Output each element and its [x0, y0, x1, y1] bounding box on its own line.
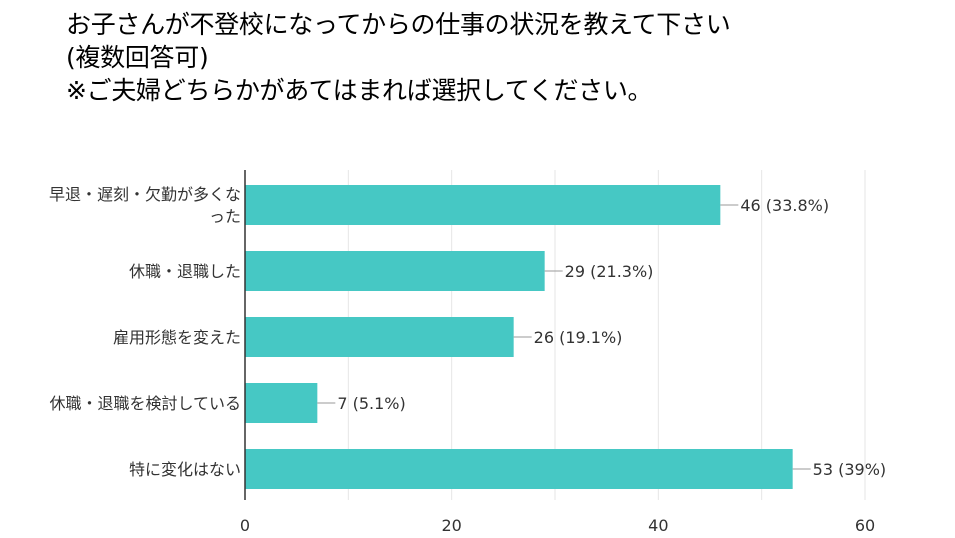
x-tick-label: 40 [648, 516, 668, 535]
bar [245, 185, 721, 225]
bar [245, 317, 514, 357]
data-label: 29 (21.3%) [565, 262, 654, 281]
category-label: 休職・退職を検討している [49, 394, 241, 413]
data-label: 53 (39%) [813, 460, 887, 479]
data-label: 26 (19.1%) [534, 328, 623, 347]
data-label: 46 (33.8%) [740, 196, 829, 215]
category-label: 特に変化はない [129, 460, 241, 479]
bar [245, 251, 545, 291]
category-label: った [209, 207, 241, 226]
category-label: 早退・遅刻・欠勤が多くな [49, 185, 241, 204]
bar [245, 449, 793, 489]
x-tick-label: 20 [441, 516, 461, 535]
bar [245, 383, 318, 423]
x-tick-label: 60 [855, 516, 875, 535]
title-line-2: (複数回答可) [66, 43, 209, 72]
title-line-1: お子さんが不登校になってからの仕事の状況を教えて下さい [66, 10, 731, 39]
category-label: 雇用形態を変えた [113, 328, 241, 347]
data-label: 7 (5.1%) [337, 394, 405, 413]
category-label: 休職・退職した [129, 262, 241, 281]
chart-title: お子さんが不登校になってからの仕事の状況を教えて下さい (複数回答可) ※ご夫婦… [66, 8, 946, 107]
x-tick-label: 0 [240, 516, 250, 535]
title-line-3: ※ご夫婦どちらかがあてはまれば選択してください。 [66, 76, 653, 105]
